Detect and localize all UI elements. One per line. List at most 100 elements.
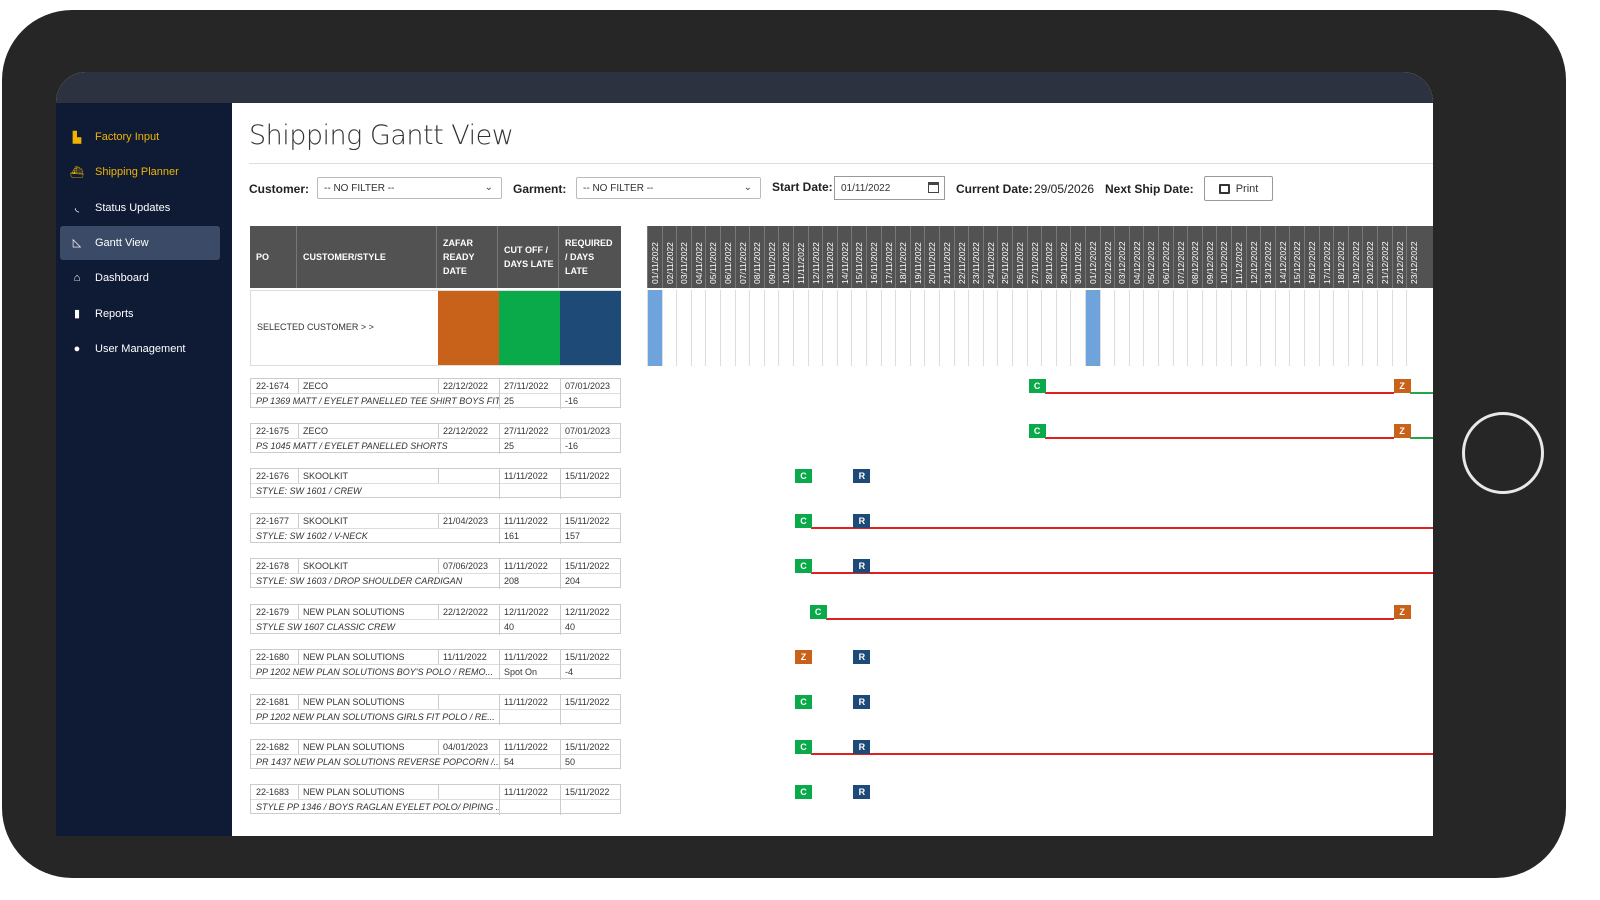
cutoff-days-late-cell: 25 [504, 396, 515, 406]
gantt-marker-z[interactable]: Z [1393, 379, 1411, 393]
gantt-marker-z[interactable]: Z [1393, 424, 1411, 439]
zafar-ready-date-cell: 21/04/2023 [443, 516, 489, 527]
gantt-date-label: 03/11/2022 [679, 242, 690, 284]
start-date-input[interactable]: 01/11/2022 [834, 176, 945, 200]
zafar-ready-date-cell: 07/06/2023 [443, 561, 489, 572]
cell-divider [560, 469, 561, 500]
table-row[interactable]: 22-1676 SKOOLKIT 11/11/2022 15/11/2022 STYLE… [250, 468, 621, 500]
sidebar-item-reports[interactable]: ▮ Reports [60, 297, 220, 331]
table-row[interactable]: 22-1683 NEW PLAN SOLUTIONS 11/11/2022 15/11… [250, 783, 621, 815]
cell-divider [298, 649, 299, 664]
gantt-date-column: 14/11/2022 [836, 226, 852, 288]
table-row[interactable]: 22-1681 NEW PLAN SOLUTIONS 11/11/2022 15/11… [250, 693, 621, 725]
gantt-day-cell [807, 290, 823, 366]
gantt-date-column: 03/11/2022 [676, 226, 691, 288]
row-divider [251, 528, 620, 530]
gantt-day-cell [866, 290, 881, 366]
po-number-cell: 22-1680 [256, 651, 290, 662]
gantt-marker-r[interactable]: R [853, 469, 871, 484]
gantt-date-label: 29/11/2022 [1058, 242, 1069, 284]
gantt-marker-c[interactable]: C [795, 469, 812, 484]
sidebar-item-factory-input[interactable]: ▙ Factory Input [60, 120, 220, 154]
next-ship-date-label: Next Ship Date: [1105, 182, 1194, 196]
gantt-marker-c[interactable]: C [809, 604, 827, 619]
gantt-marker-c[interactable]: C [795, 514, 812, 529]
gantt-marker-r[interactable]: R [853, 694, 871, 709]
style-description-cell: STYLE PP 1346 / BOYS RAGLAN EYELET POLO/… [256, 801, 499, 812]
gantt-date-label: 18/12/2022 [1336, 241, 1347, 284]
gantt-marker-r[interactable]: R [853, 514, 871, 529]
required-date-cell: 07/01/2023 [565, 381, 611, 391]
gantt-marker-c[interactable]: C [795, 559, 812, 574]
gantt-marker-c[interactable]: C [795, 694, 812, 709]
table-row[interactable]: 22-1674 ZECO 22/12/2022 27/11/2022 07/01/202… [250, 378, 621, 409]
po-number-cell: 22-1675 [256, 426, 290, 437]
table-row[interactable]: 22-1677 SKOOLKIT 21/04/2023 11/11/2022 15/11… [250, 513, 621, 545]
sidebar-item-user-management[interactable]: ● User Management [60, 332, 220, 366]
gantt-date-column: 16/12/2022 [1304, 226, 1319, 288]
cutoff-date-cell: 12/11/2022 [504, 606, 549, 617]
gantt-date-label: 13/12/2022 [1263, 241, 1274, 284]
cutoff-days-late-cell: 54 [504, 756, 515, 767]
gantt-day-cell [939, 290, 954, 366]
gantt-date-label: 26/11/2022 [1015, 242, 1025, 284]
gantt-date-column: 06/11/2022 [720, 226, 735, 288]
gantt-marker-r[interactable]: R [853, 784, 871, 799]
gantt-date-column: 07/11/2022 [734, 226, 750, 288]
table-row[interactable]: 22-1682 NEW PLAN SOLUTIONS 04/01/2023 11/11… [250, 738, 621, 770]
gantt-marker-c[interactable]: C [1028, 379, 1046, 393]
sidebar-item-status-updates[interactable]: ◟ Status Updates [60, 191, 220, 225]
gantt-day-cell [997, 290, 1012, 366]
gantt-date-label: 02/12/2022 [1102, 241, 1113, 284]
table-row[interactable]: 22-1680 NEW PLAN SOLUTIONS 11/11/2022 11/11… [250, 648, 621, 680]
gantt-date-label: 14/12/2022 [1277, 241, 1288, 284]
gantt-date-label: 17/12/2022 [1321, 241, 1332, 284]
gantt-date-column: 17/11/2022 [880, 226, 896, 288]
gantt-marker-r[interactable]: R [853, 739, 871, 754]
gantt-marker-r[interactable]: R [853, 559, 871, 574]
table-row[interactable]: 22-1679 NEW PLAN SOLUTIONS 22/12/2022 12/11… [250, 603, 621, 635]
cutoff-date-cell: 11/11/2022 [504, 651, 548, 662]
gantt-day-cell [1391, 290, 1407, 366]
cell-divider [438, 784, 439, 799]
gantt-date-label: 09/11/2022 [766, 242, 777, 284]
start-date-label: Start Date: [772, 180, 833, 194]
gantt-date-column: 19/12/2022 [1347, 226, 1363, 288]
calendar-icon[interactable] [928, 182, 939, 193]
customer-filter-select[interactable]: -- NO FILTER -- ⌄ [317, 177, 502, 199]
gantt-day-cell [968, 290, 983, 366]
gantt-day-cell [763, 290, 779, 366]
gantt-marker-z[interactable]: Z [1393, 604, 1411, 619]
sidebar-item-dashboard[interactable]: ⌂ Dashboard [60, 261, 220, 295]
gantt-marker-c[interactable]: C [795, 784, 812, 799]
gantt-date-column: 13/11/2022 [822, 226, 837, 288]
zafar-color-swatch [438, 291, 499, 365]
gantt-marker-c[interactable]: C [795, 739, 812, 754]
gantt-marker-z[interactable]: Z [795, 649, 812, 664]
table-row[interactable]: 22-1678 SKOOLKIT 07/06/2023 11/11/2022 15/11… [250, 558, 621, 590]
gantt-date-label: 10/12/2022 [1219, 241, 1230, 284]
cell-divider [438, 649, 439, 664]
style-description-cell: STYLE: SW 1603 / DROP SHOULDER CARDIGAN [256, 576, 463, 587]
required-days-late-cell: 40 [565, 621, 576, 632]
cutoff-days-late-cell: Spot On [504, 666, 538, 677]
gantt-date-column: 09/12/2022 [1201, 226, 1217, 288]
required-date-cell: 12/11/2022 [565, 606, 610, 617]
gantt-day-cell [1274, 290, 1290, 366]
gantt-day-cell [909, 290, 925, 366]
gantt-day-cell [836, 290, 852, 366]
sidebar-item-gantt-view[interactable]: ◺ Gantt View [60, 225, 220, 260]
garment-filter-select[interactable]: -- NO FILTER -- ⌄ [576, 177, 761, 199]
sidebar-item-shipping-planner[interactable]: ⛴ Shipping Planner [60, 155, 220, 189]
gantt-marker-c[interactable]: C [1028, 424, 1046, 439]
cell-divider [499, 739, 500, 770]
gantt-marker-r[interactable]: R [853, 649, 871, 664]
gantt-late-line [811, 527, 1433, 530]
gantt-date-label: 04/12/2022 [1131, 241, 1142, 284]
print-button[interactable]: Print [1204, 176, 1273, 201]
tablet-home-button [1462, 412, 1544, 494]
row-divider [251, 573, 620, 575]
column-header-required: REQUIRED / DAYS LATE [565, 238, 613, 276]
cutoff-date-cell: 11/11/2022 [504, 786, 548, 797]
table-row[interactable]: 22-1675 ZECO 22/12/2022 27/11/2022 07/01/202… [250, 423, 621, 455]
